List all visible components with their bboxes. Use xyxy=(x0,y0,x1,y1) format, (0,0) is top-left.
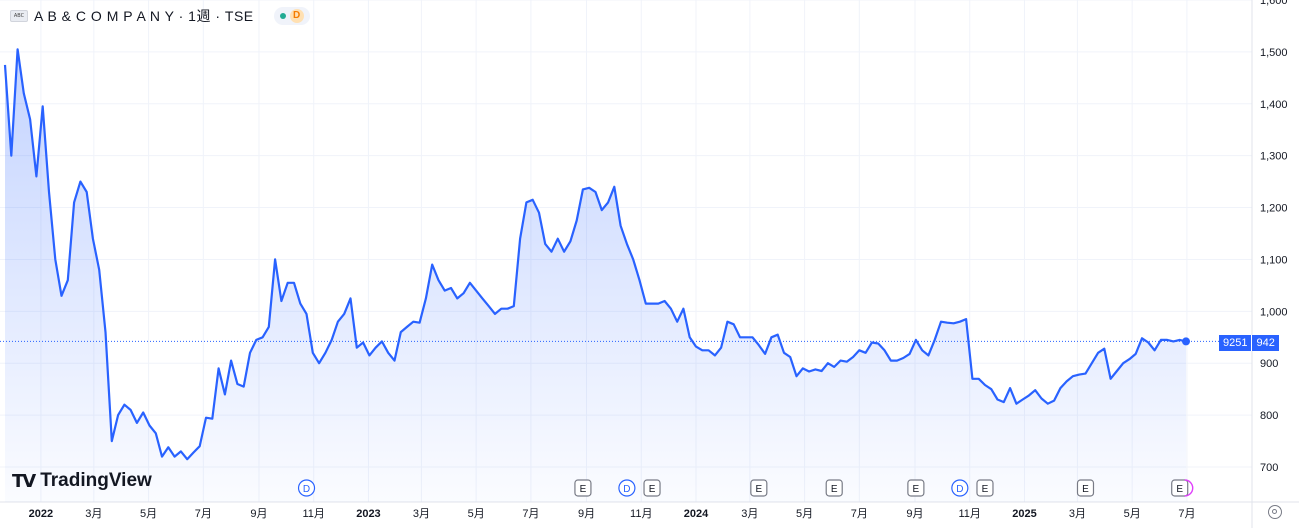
x-tick-label: 11月 xyxy=(630,508,652,520)
symbol-title[interactable]: A B & C O M P A N Y · 1週 · TSE xyxy=(34,8,254,24)
earnings-marker-label: E xyxy=(649,484,656,495)
x-tick-label: 3月 xyxy=(741,508,758,520)
dividend-marker-label: D xyxy=(303,484,310,495)
settings-icon[interactable] xyxy=(1268,505,1282,519)
dividend-marker-label: D xyxy=(956,484,963,495)
x-tick-label: 5月 xyxy=(1124,508,1141,520)
y-tick-label: 1,300 xyxy=(1260,151,1288,163)
price-tag-separator xyxy=(1251,335,1253,351)
last-price-tag: 9251 942 xyxy=(1219,335,1279,351)
y-tick-label: 1,000 xyxy=(1260,306,1288,318)
tradingview-logo-text: TradingView xyxy=(40,470,152,491)
x-tick-label: 11月 xyxy=(303,508,325,520)
upcoming-event-ring xyxy=(1184,479,1194,497)
y-tick-label: 900 xyxy=(1260,358,1278,370)
tradingview-mark-icon: TV xyxy=(12,470,36,492)
earnings-marker xyxy=(643,479,661,497)
x-tick-label: 3月 xyxy=(413,508,430,520)
dividend-marker xyxy=(297,479,316,497)
delayed-badge: D xyxy=(289,9,304,23)
x-tick-label: 2023 xyxy=(356,508,380,520)
market-open-icon xyxy=(279,13,286,19)
earnings-marker xyxy=(825,479,843,497)
earnings-marker xyxy=(1171,479,1189,497)
tradingview-logo[interactable]: TV TradingView xyxy=(12,470,152,492)
price-tag-right: 942 xyxy=(1252,335,1279,351)
series-line xyxy=(3,48,1187,461)
earnings-marker xyxy=(976,479,994,497)
dividend-marker-label: D xyxy=(623,484,630,495)
market-status[interactable]: D xyxy=(273,7,310,25)
y-tick-label: 1,200 xyxy=(1260,203,1288,215)
earnings-marker xyxy=(574,479,592,497)
y-tick-label: 1,100 xyxy=(1260,254,1288,266)
x-tick-label: 2025 xyxy=(1012,508,1036,520)
dividend-marker xyxy=(618,479,636,497)
x-tick-label: 2022 xyxy=(29,508,53,520)
y-tick-label: 1,600 xyxy=(1260,0,1288,7)
price-tag-left: 9251 xyxy=(1219,335,1252,351)
x-tick-label: 7月 xyxy=(1178,508,1195,520)
y-tick-label: 1,400 xyxy=(1260,99,1288,111)
x-tick-label: 7月 xyxy=(195,508,212,520)
earnings-marker-label: E xyxy=(580,484,587,495)
earnings-marker-label: E xyxy=(982,484,989,495)
earnings-marker-label: E xyxy=(913,484,920,495)
earnings-marker xyxy=(907,479,925,497)
x-tick-label: 7月 xyxy=(851,508,868,520)
x-tick-label: 9月 xyxy=(578,508,595,520)
x-tick-label: 5月 xyxy=(796,508,813,520)
earnings-marker-label: E xyxy=(1082,484,1089,495)
x-tick-label: 9月 xyxy=(906,508,923,520)
y-tick-label: 1,500 xyxy=(1260,47,1288,59)
x-tick-label: 2024 xyxy=(684,508,709,520)
earnings-marker-label: E xyxy=(755,484,762,495)
x-tick-label: 5月 xyxy=(140,508,157,520)
earnings-marker xyxy=(1076,479,1095,497)
earnings-marker-label: E xyxy=(1176,484,1183,495)
x-tick-label: 7月 xyxy=(522,508,539,520)
y-tick-label: 700 xyxy=(1260,462,1278,474)
y-tick-label: 800 xyxy=(1260,410,1278,422)
x-tick-label: 3月 xyxy=(1069,508,1086,520)
x-tick-label: 11月 xyxy=(959,508,981,520)
symbol-logo: ABC xyxy=(10,10,28,22)
earnings-marker xyxy=(750,479,768,497)
x-tick-label: 3月 xyxy=(85,508,102,520)
earnings-marker-label: E xyxy=(831,484,838,495)
dividend-marker xyxy=(951,479,969,497)
x-tick-label: 5月 xyxy=(468,508,485,520)
x-tick-label: 9月 xyxy=(250,508,267,520)
series-area xyxy=(5,49,1186,503)
last-point-dot xyxy=(1182,337,1190,346)
chart-header: ABC A B & C O M P A N Y · 1週 · TSE D xyxy=(10,6,310,26)
